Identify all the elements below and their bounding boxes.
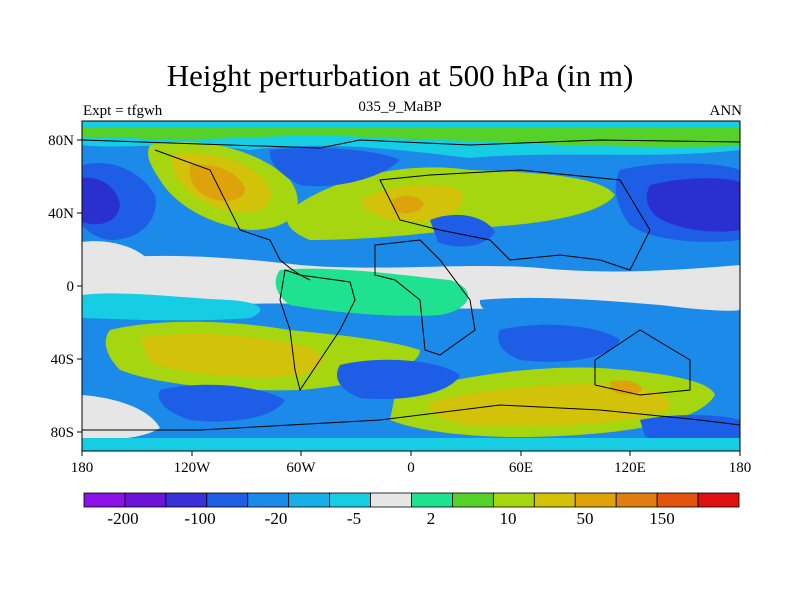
x-tick-60w: 60W (286, 460, 316, 476)
sh-trough-pacific (158, 384, 285, 422)
coast-arctic (82, 139, 740, 149)
y-tick-80n: 80N (48, 133, 74, 149)
arctic-trough (269, 148, 400, 187)
season-label: ANN (709, 103, 743, 119)
neutral-patch-south (82, 395, 160, 439)
y-tick-80s: 80S (51, 425, 74, 441)
x-tick-120e: 120E (614, 460, 646, 476)
colorbar-label-neg5: -5 (347, 509, 361, 528)
colorbar-box (411, 492, 453, 508)
x-tick-60e: 60E (509, 460, 533, 476)
colorbar-label-2: 2 (427, 509, 436, 528)
np-trough-core (82, 177, 120, 225)
colorbar-box (288, 492, 331, 508)
colorbar-box (329, 492, 371, 508)
y-tick-40n: 40N (48, 206, 74, 222)
med-trough (430, 214, 495, 247)
coast-australia (594, 329, 691, 396)
sh-ridge-east-mid (429, 384, 670, 427)
y-tick-40s: 40S (51, 352, 74, 368)
colorbar-box (247, 492, 290, 508)
coast-eurasia (379, 169, 651, 271)
na-ridge-core (189, 164, 245, 201)
colorbar-box (165, 492, 208, 508)
x-tick-180e: 180 (729, 460, 752, 476)
colorbar-box (533, 492, 576, 508)
indian-ocean (479, 297, 740, 333)
coast-south-america (279, 269, 356, 392)
colorbar-box (697, 492, 740, 508)
colorbar-box (124, 492, 167, 508)
colorbar-box (615, 492, 658, 508)
colorbar-box (492, 492, 535, 508)
colorbar-box (452, 492, 494, 508)
tropical-pacific (82, 293, 261, 321)
colorbar-box (206, 492, 249, 508)
colorbar-box (574, 492, 617, 508)
experiment-label: Expt = tfgwh (83, 103, 163, 119)
y-tick-0: 0 (67, 279, 75, 295)
south-polar-band (82, 438, 740, 451)
x-tick-180w: 180 (71, 460, 94, 476)
colorbar-label-50: 50 (577, 509, 594, 528)
coastlines (82, 139, 740, 431)
sh-ridge-east-core (610, 380, 642, 395)
coast-antarctica (82, 404, 740, 431)
colorbar-label-neg100: -100 (184, 509, 215, 528)
neutral-patch-pacific (82, 241, 150, 268)
colorbar-box (656, 492, 699, 508)
x-axis-ticks (81, 451, 741, 456)
colorbar-label-neg20: -20 (265, 509, 288, 528)
x-tick-120w: 120W (174, 460, 212, 476)
eurasia-ridge-core (392, 195, 424, 214)
colorbar-label-neg200: -200 (107, 509, 138, 528)
sh-ridge-west-mid (140, 334, 323, 377)
y-axis-ticks (77, 139, 82, 433)
coast-north-america (154, 149, 311, 281)
colorbar-label-150: 150 (649, 509, 675, 528)
sh-trough-atlantic (336, 359, 460, 400)
height-field (82, 121, 740, 451)
coast-africa (374, 239, 476, 356)
colorbar-label-10: 10 (500, 509, 517, 528)
asia-trough-core (646, 178, 740, 232)
sh-trough-indian (498, 324, 620, 362)
period-label: 035_9_MaBP (358, 99, 442, 115)
colorbar-box (370, 492, 412, 508)
x-tick-0: 0 (407, 460, 415, 476)
north-polar-green (82, 128, 740, 147)
map-title: Height perturbation at 500 hPa (in m) (166, 58, 634, 93)
colorbar-box (83, 492, 126, 508)
colorbar (83, 492, 740, 508)
